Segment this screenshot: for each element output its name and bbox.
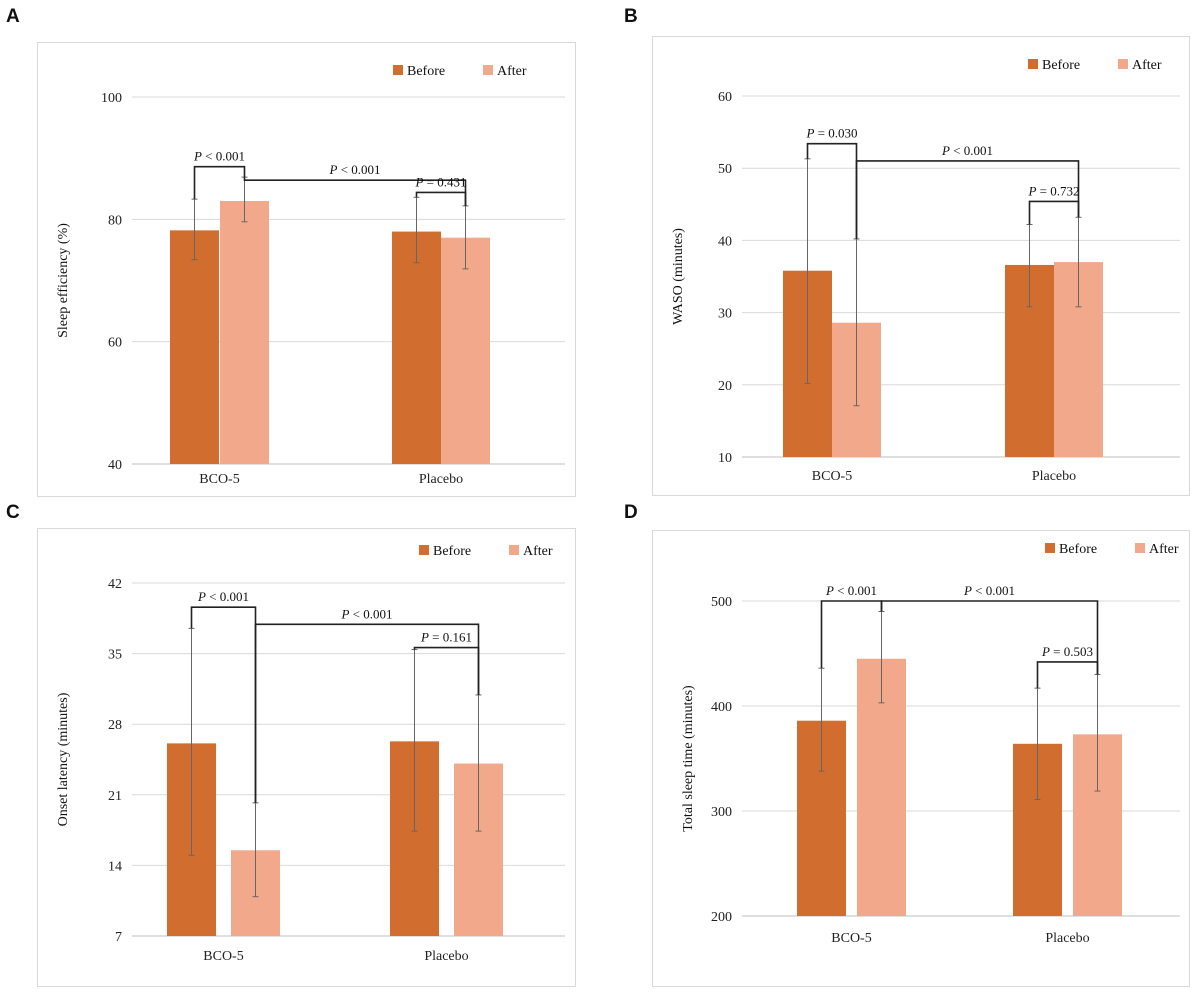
- p-value-label: P = 0.732: [1027, 183, 1079, 198]
- y-tick-label: 80: [108, 213, 122, 228]
- panel-letter-a: A: [6, 6, 20, 27]
- y-tick-label: 21: [108, 789, 122, 804]
- significance-bracket: [1036, 661, 1099, 689]
- y-tick-label: 60: [108, 336, 122, 351]
- y-tick-label: 42: [108, 577, 122, 592]
- legend-label-after: After: [523, 544, 553, 559]
- legend-swatch-after: [1118, 59, 1128, 69]
- panel-letter-c: C: [6, 502, 20, 523]
- legend-label-after: After: [497, 64, 527, 79]
- p-value-label: P < 0.001: [825, 583, 877, 598]
- chart-frame: [37, 42, 576, 497]
- y-tick-label: 14: [108, 859, 122, 874]
- legend-label-after: After: [1149, 542, 1179, 557]
- p-value-label: P < 0.001: [941, 143, 993, 158]
- significance-bracket: [413, 646, 480, 695]
- significance-bracket: [855, 160, 1080, 239]
- x-category-label: Placebo: [424, 949, 468, 964]
- y-axis-label: Total sleep time (minutes): [681, 685, 696, 832]
- p-value-label: P = 0.161: [420, 630, 472, 645]
- p-value-label: P = 0.030: [805, 126, 857, 141]
- legend-swatch-after: [483, 65, 493, 75]
- panel-letter-b: B: [624, 6, 638, 27]
- x-category-label: Placebo: [1032, 469, 1076, 484]
- y-tick-label: 100: [101, 91, 122, 106]
- x-category-label: Placebo: [419, 472, 463, 487]
- chart-waso: 10 20 30 40 50 60 WASO (minutes) Before After BCO…: [652, 36, 1190, 496]
- bar-bco-5-after: [220, 200, 269, 464]
- legend-swatch-before: [1028, 59, 1038, 69]
- y-tick-label: 200: [711, 910, 732, 925]
- y-tick-label: 28: [108, 718, 122, 733]
- x-category-label: BCO-5: [831, 931, 871, 946]
- x-category-label: BCO-5: [812, 469, 852, 484]
- y-tick-label: 20: [718, 379, 732, 394]
- y-axis-label: Onset latency (minutes): [56, 692, 71, 826]
- y-tick-label: 7: [115, 930, 122, 945]
- x-category-label: BCO-5: [199, 472, 239, 487]
- chart-sleep-efficiency: 40 60 80 100 Sleep efficiency (%) Before After…: [37, 42, 576, 497]
- y-tick-label: 35: [108, 648, 122, 663]
- chart-onset-latency: 7 14 21 28 35 42 Onset latency (minutes) Before…: [37, 528, 576, 987]
- x-category-label: Placebo: [1045, 931, 1089, 946]
- y-axis-label: WASO (minutes): [671, 228, 686, 325]
- y-tick-label: 400: [711, 700, 732, 715]
- p-value-label: P = 0.431: [414, 174, 466, 189]
- bar-bco-5-before: [170, 230, 219, 464]
- y-tick-label: 10: [718, 451, 732, 466]
- legend-label-after: After: [1132, 58, 1162, 73]
- legend-label-before: Before: [407, 64, 445, 79]
- significance-bracket: [880, 600, 1099, 675]
- p-value-label: P = 0.503: [1041, 644, 1093, 659]
- y-tick-label: 40: [718, 234, 732, 249]
- x-category-label: BCO-5: [203, 949, 243, 964]
- y-tick-label: 60: [718, 90, 732, 105]
- y-tick-label: 300: [711, 805, 732, 820]
- significance-bracket: [193, 165, 246, 200]
- legend-label-before: Before: [1042, 58, 1080, 73]
- legend-label-before: Before: [1059, 542, 1097, 557]
- p-value-label: P < 0.001: [340, 606, 392, 621]
- y-tick-label: 40: [108, 458, 122, 473]
- chart-total-sleep-time: 200 300 400 500 Total sleep time (minutes) Be…: [652, 530, 1190, 987]
- legend-swatch-after: [1135, 543, 1145, 553]
- chart-frame: [652, 36, 1190, 496]
- legend-swatch-before: [419, 545, 429, 555]
- legend-swatch-before: [1045, 543, 1055, 553]
- legend-swatch-before: [393, 65, 403, 75]
- legend-label-before: Before: [433, 544, 471, 559]
- p-value-label: P < 0.001: [197, 589, 249, 604]
- p-value-label: P < 0.001: [328, 162, 380, 177]
- bar-placebo-before: [392, 231, 441, 464]
- legend-swatch-after: [509, 545, 519, 555]
- p-value-label: P < 0.001: [193, 149, 245, 164]
- significance-bracket: [1028, 200, 1080, 225]
- panel-letter-d: D: [624, 502, 638, 523]
- y-tick-label: 500: [711, 595, 732, 610]
- y-tick-label: 30: [718, 307, 732, 322]
- p-value-label: P < 0.001: [963, 583, 1015, 598]
- y-axis-label: Sleep efficiency (%): [56, 223, 71, 338]
- bar-placebo-after: [441, 237, 490, 464]
- y-tick-label: 50: [718, 162, 732, 177]
- significance-bracket: [415, 191, 467, 206]
